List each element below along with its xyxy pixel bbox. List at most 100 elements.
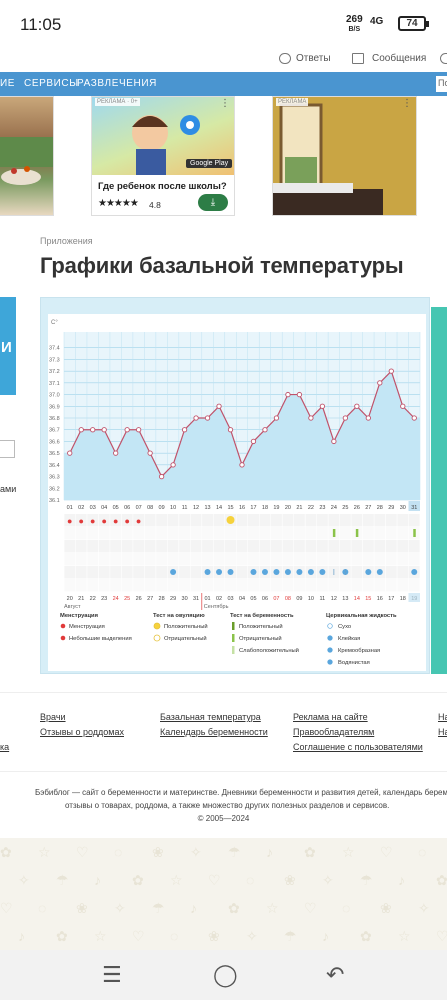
footer-link-partial[interactable]: ка (0, 742, 10, 752)
pattern-glyph: ❀ (152, 844, 164, 860)
date-label: 27 (147, 596, 153, 602)
pattern-glyph: ☂ (152, 900, 165, 916)
pattern-glyph: ☆ (342, 844, 355, 860)
temperature-point (365, 415, 371, 421)
more-icon[interactable]: ⋮ (220, 98, 230, 109)
grid-cell (397, 566, 409, 579)
grid-cell (351, 514, 363, 527)
recent-apps-icon[interactable]: ☰ (102, 962, 122, 987)
messages-icon[interactable] (352, 53, 364, 64)
grid-cell (167, 514, 179, 527)
grid-cell (190, 527, 202, 540)
grid-cell (133, 553, 145, 566)
current-day-marker (408, 501, 420, 511)
messages-link[interactable]: Сообщения (372, 53, 427, 64)
ad-card-1[interactable] (0, 96, 54, 216)
grid-cell (225, 540, 236, 553)
side-banner[interactable]: И (0, 297, 16, 395)
y-tick-label: 36.9 (49, 404, 60, 410)
grid-cell (87, 514, 99, 527)
breadcrumb[interactable]: Приложения (40, 236, 93, 246)
grid-cell (179, 566, 191, 579)
x-tick-label: 30 (400, 505, 406, 511)
home-icon[interactable]: ◯ (213, 962, 238, 987)
grid-cell (98, 540, 110, 553)
footer-link-agreement[interactable]: Соглашение с пользователями (293, 742, 423, 752)
footer-link-rights[interactable]: Правообладателям (293, 727, 375, 737)
grid-cell (87, 553, 99, 566)
legend-text: Водянистая (338, 660, 370, 666)
grid-cell (362, 553, 374, 566)
back-icon[interactable]: ↶ (326, 962, 345, 987)
ad-card-3[interactable]: РЕКЛАМА ⋮ (272, 96, 417, 216)
y-tick-label: 36.2 (49, 486, 60, 492)
pattern-glyph: ♡ (208, 872, 221, 888)
temperature-point (124, 427, 130, 433)
legend-drop-icon (60, 623, 66, 629)
pattern-glyph: ◌ (418, 844, 427, 860)
legend-text: Положительный (239, 623, 283, 630)
temperature-point (308, 415, 314, 421)
profile-icon[interactable] (440, 53, 447, 64)
footer-link-basal-temp[interactable]: Базальная температура (160, 712, 261, 722)
temperature-point (239, 462, 245, 468)
side-input[interactable] (0, 440, 15, 458)
status-bar: 11:05 269 B/S 4G 74 (0, 0, 447, 48)
temperature-point (342, 415, 349, 421)
copyright-line-2: отзывы о товарах, роддома, а также множе… (65, 801, 390, 810)
grid-cell (328, 514, 340, 527)
date-label: 10 (308, 596, 314, 602)
temperature-point (262, 427, 268, 433)
grid-cell (121, 514, 133, 527)
pattern-glyph: ✿ (0, 844, 12, 860)
grid-cell (213, 527, 225, 540)
answers-link[interactable]: Ответы (296, 53, 331, 64)
nav-item-entertainment[interactable]: РАЗВЛЕЧЕНИЯ (77, 78, 157, 89)
footer-link-partial-2[interactable]: На (438, 712, 447, 722)
x-tick-label: 24 (331, 505, 337, 511)
nav-item-partial[interactable]: ИЕ (0, 78, 16, 89)
x-tick-label: 07 (136, 505, 142, 511)
network-speed: 269 B/S (346, 14, 363, 34)
ad-title[interactable]: Где ребенок после школы? (98, 181, 227, 192)
footer-link-pregnancy-calendar[interactable]: Календарь беременности (160, 727, 268, 737)
x-tick-label: 21 (296, 505, 302, 511)
footer-link-partial-3[interactable]: На (438, 727, 447, 737)
grid-cell (179, 579, 191, 592)
answers-icon[interactable] (279, 53, 291, 64)
grid-cell (259, 514, 271, 527)
footer-link-advertising[interactable]: Реклама на сайте (293, 712, 368, 722)
footer-link-maternity-reviews[interactable]: Отзывы о роддомах (40, 727, 124, 737)
x-tick-label: 01 (67, 505, 73, 511)
side-panel-tab[interactable] (431, 307, 447, 674)
x-tick-label: 23 (319, 505, 325, 511)
pattern-glyph: ☆ (170, 872, 183, 888)
y-axis-label: C° (51, 320, 58, 326)
x-tick-label: 17 (250, 505, 256, 511)
grid-cell (339, 553, 351, 566)
grid-cell (167, 579, 179, 592)
more-icon[interactable]: ⋮ (402, 98, 412, 109)
pregnancy-test-icon (413, 529, 416, 537)
download-button[interactable]: ⤓ (198, 194, 228, 211)
temperature-point (319, 403, 326, 409)
grid-cell (110, 527, 122, 540)
grid-cell (213, 579, 225, 592)
fluid-drop-icon (273, 569, 280, 575)
legend-pregnancy-icon (232, 646, 235, 654)
menstruation-icon: ● (90, 516, 95, 526)
nav-item-services[interactable]: СЕРВИСЫ (24, 78, 79, 89)
grid-cell (305, 579, 317, 592)
footer-link-doctors[interactable]: Врачи (40, 712, 66, 722)
date-label: 18 (400, 596, 406, 602)
grid-cell (64, 540, 76, 553)
menstruation-icon: ● (124, 516, 129, 526)
temperature-point (170, 462, 176, 468)
grid-cell (316, 553, 328, 566)
grid-cell (64, 553, 76, 566)
month-label: Август (64, 604, 81, 610)
search-input[interactable]: По (436, 76, 447, 92)
ad-card-2[interactable]: РЕКЛАМА · 0+ ⋮ Google Play Где ребенок п… (91, 96, 235, 216)
pattern-glyph: ☂ (284, 928, 297, 944)
y-tick-label: 36.5 (49, 451, 60, 457)
